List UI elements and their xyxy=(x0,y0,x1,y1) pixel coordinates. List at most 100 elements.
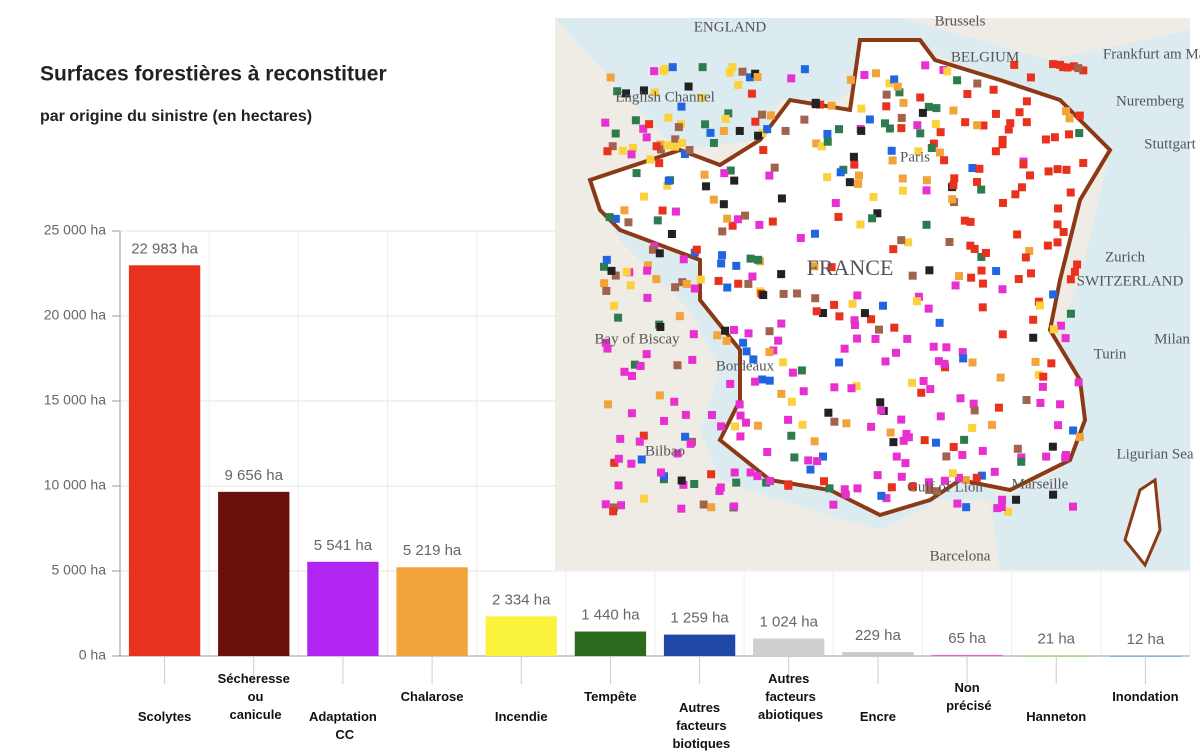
map-marker xyxy=(973,121,982,130)
map-marker xyxy=(663,181,672,190)
map-marker xyxy=(924,478,933,487)
map-marker xyxy=(919,377,928,386)
map-marker xyxy=(922,176,931,185)
map-marker xyxy=(1066,188,1075,197)
map-marker xyxy=(742,347,751,356)
map-marker xyxy=(929,139,938,148)
map-marker xyxy=(724,109,733,118)
map-marker xyxy=(836,168,845,177)
map-marker xyxy=(857,104,866,113)
map-marker xyxy=(730,176,739,185)
map-marker xyxy=(667,230,676,238)
map-marker xyxy=(948,195,957,204)
map-marker xyxy=(777,319,786,328)
x-tick-label: Incendie xyxy=(495,709,548,724)
map-marker xyxy=(610,301,619,310)
map-marker xyxy=(1041,135,1050,144)
map-marker xyxy=(707,503,716,512)
map-marker xyxy=(653,216,662,225)
map-marker xyxy=(707,470,716,479)
map-label: Brussels xyxy=(935,13,986,29)
map-marker xyxy=(744,329,753,338)
map-marker xyxy=(973,177,982,186)
value-label: 1 440 ha xyxy=(581,606,640,623)
map-marker xyxy=(886,428,895,437)
map-marker xyxy=(873,471,882,480)
map-marker xyxy=(977,185,986,194)
map-marker xyxy=(754,131,763,140)
map-marker xyxy=(1066,275,1075,284)
map-marker xyxy=(876,398,885,407)
map-marker xyxy=(994,403,1003,412)
map-marker xyxy=(788,368,797,377)
map-marker xyxy=(733,215,742,224)
map-marker xyxy=(948,469,957,478)
map-marker xyxy=(877,491,886,500)
y-tick-label: 0 ha xyxy=(79,647,106,663)
map-marker xyxy=(903,334,912,343)
value-label: 21 ha xyxy=(1037,631,1075,648)
map-marker xyxy=(816,100,825,109)
map-label: Stuttgart xyxy=(1144,136,1196,152)
map-marker xyxy=(684,82,693,91)
map-marker xyxy=(1026,73,1035,82)
map-marker xyxy=(1074,378,1083,387)
map-marker xyxy=(812,307,821,316)
map-marker xyxy=(914,292,923,301)
map-marker xyxy=(897,124,906,133)
map-marker xyxy=(997,503,1006,512)
map-marker xyxy=(1043,241,1052,250)
x-tick-label: Scolytes xyxy=(138,709,191,724)
map-marker xyxy=(993,504,1002,513)
map-marker xyxy=(765,171,774,180)
map-marker xyxy=(1029,315,1038,324)
map-marker xyxy=(650,67,659,76)
map-marker xyxy=(853,484,862,493)
map-marker xyxy=(627,409,636,418)
map-marker xyxy=(1059,228,1068,237)
map-marker xyxy=(887,146,896,155)
map-label: Milan xyxy=(1154,331,1190,347)
map-marker xyxy=(1075,433,1084,442)
map-marker xyxy=(728,63,737,72)
map-marker xyxy=(998,330,1007,339)
map-marker xyxy=(1075,129,1084,138)
map-marker xyxy=(606,73,615,82)
map-marker xyxy=(745,73,754,82)
map-marker xyxy=(751,377,760,386)
map-marker xyxy=(766,477,775,486)
map-marker xyxy=(998,135,1007,144)
map-marker xyxy=(811,294,820,303)
map-marker xyxy=(975,164,984,173)
map-marker xyxy=(629,143,638,152)
map-label: Barcelona xyxy=(930,548,991,564)
map-marker xyxy=(652,275,661,284)
map-marker xyxy=(810,229,819,238)
x-tick-label: Tempête xyxy=(584,689,637,704)
map-marker xyxy=(882,90,891,99)
map-marker xyxy=(748,272,757,281)
map-marker xyxy=(650,88,659,97)
map-marker xyxy=(1044,167,1053,176)
map-marker xyxy=(922,186,931,195)
map-marker xyxy=(626,281,635,290)
map-marker xyxy=(655,159,664,168)
map-marker xyxy=(601,118,610,127)
map-marker xyxy=(722,336,731,345)
map-label: Ligurian Sea xyxy=(1116,446,1193,462)
map-marker xyxy=(942,343,951,352)
map-marker xyxy=(830,417,839,426)
map-marker xyxy=(706,128,715,137)
map-marker xyxy=(656,145,665,154)
map-marker xyxy=(754,255,763,264)
map-marker xyxy=(709,195,718,204)
map-marker xyxy=(1036,301,1045,310)
map-marker xyxy=(726,379,735,388)
map-marker xyxy=(624,218,633,227)
map-marker xyxy=(730,468,739,477)
map-marker xyxy=(908,482,917,491)
map-marker xyxy=(849,152,858,161)
map-marker xyxy=(925,266,934,275)
map-marker xyxy=(940,156,949,165)
map-marker xyxy=(636,361,645,370)
